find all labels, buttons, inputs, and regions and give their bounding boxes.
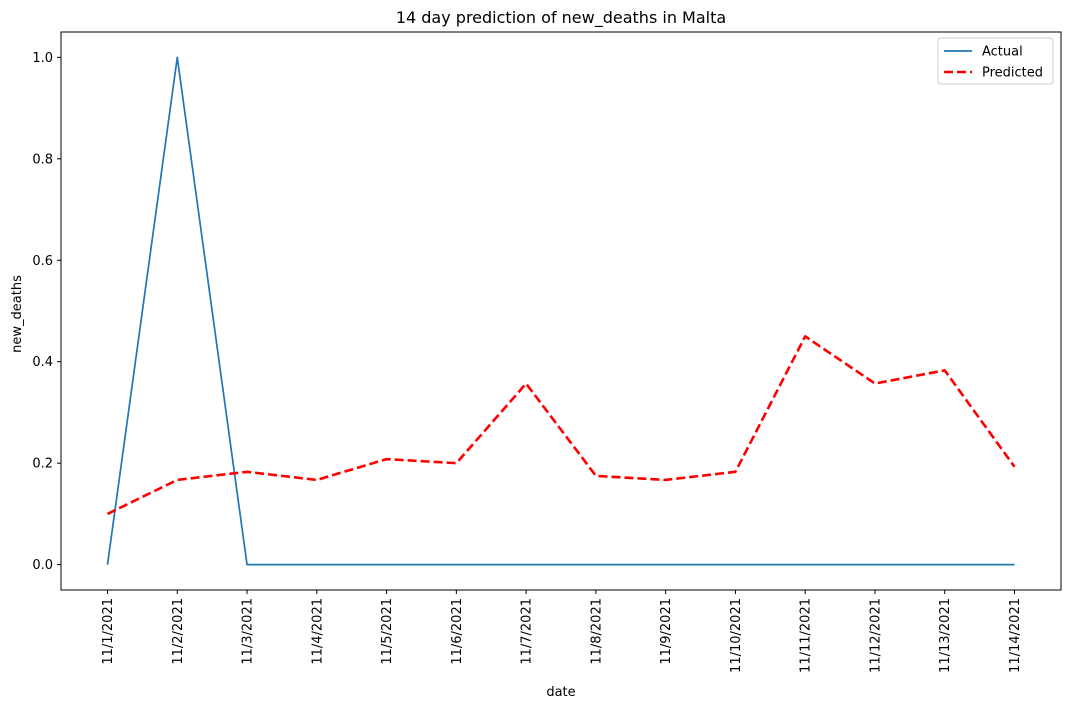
series-line-predicted bbox=[106, 335, 1016, 516]
x-tick-label: 11/1/2021 bbox=[101, 598, 116, 665]
plot-frame bbox=[60, 31, 1062, 591]
plot-area bbox=[106, 56, 1016, 566]
legend-box bbox=[937, 37, 1054, 85]
x-tick-label: 11/4/2021 bbox=[310, 598, 325, 665]
x-tick-label: 11/10/2021 bbox=[729, 598, 744, 673]
x-tick-label: 11/3/2021 bbox=[241, 598, 256, 665]
chart-title: 14 day prediction of new_deaths in Malta bbox=[396, 8, 726, 28]
y-tick-label: 0.0 bbox=[32, 558, 53, 573]
x-tick-label: 11/13/2021 bbox=[938, 598, 953, 673]
x-tick-label: 11/14/2021 bbox=[1008, 598, 1023, 673]
x-tick-label: 11/9/2021 bbox=[659, 598, 674, 665]
x-tick-label: 11/11/2021 bbox=[799, 598, 814, 673]
x-tick-label: 11/5/2021 bbox=[380, 598, 395, 665]
y-tick-label: 0.6 bbox=[32, 254, 53, 269]
legend: Actual Predicted bbox=[937, 37, 1054, 85]
x-tick-label: 11/6/2021 bbox=[450, 598, 465, 665]
y-tick-label: 0.8 bbox=[32, 152, 53, 167]
x-axis-label: date bbox=[546, 685, 575, 700]
axes: 0.0 0.2 0.4 0.6 0.8 1.0 11/1/2021 11/2/2021 11/3… bbox=[32, 31, 1062, 673]
y-tick-label: 0.2 bbox=[32, 457, 53, 472]
legend-label-predicted: Predicted bbox=[982, 66, 1043, 81]
y-tick-label: 0.4 bbox=[32, 355, 53, 370]
y-axis-label: new_deaths bbox=[10, 275, 25, 353]
legend-label-actual: Actual bbox=[982, 45, 1023, 60]
x-tick-label: 11/8/2021 bbox=[589, 598, 604, 665]
series-line-actual bbox=[106, 56, 1015, 566]
y-tick-label: 1.0 bbox=[32, 51, 53, 66]
x-tick-label: 11/12/2021 bbox=[868, 598, 883, 673]
x-tick-label: 11/2/2021 bbox=[171, 598, 186, 665]
x-tick-label: 11/7/2021 bbox=[520, 598, 535, 665]
